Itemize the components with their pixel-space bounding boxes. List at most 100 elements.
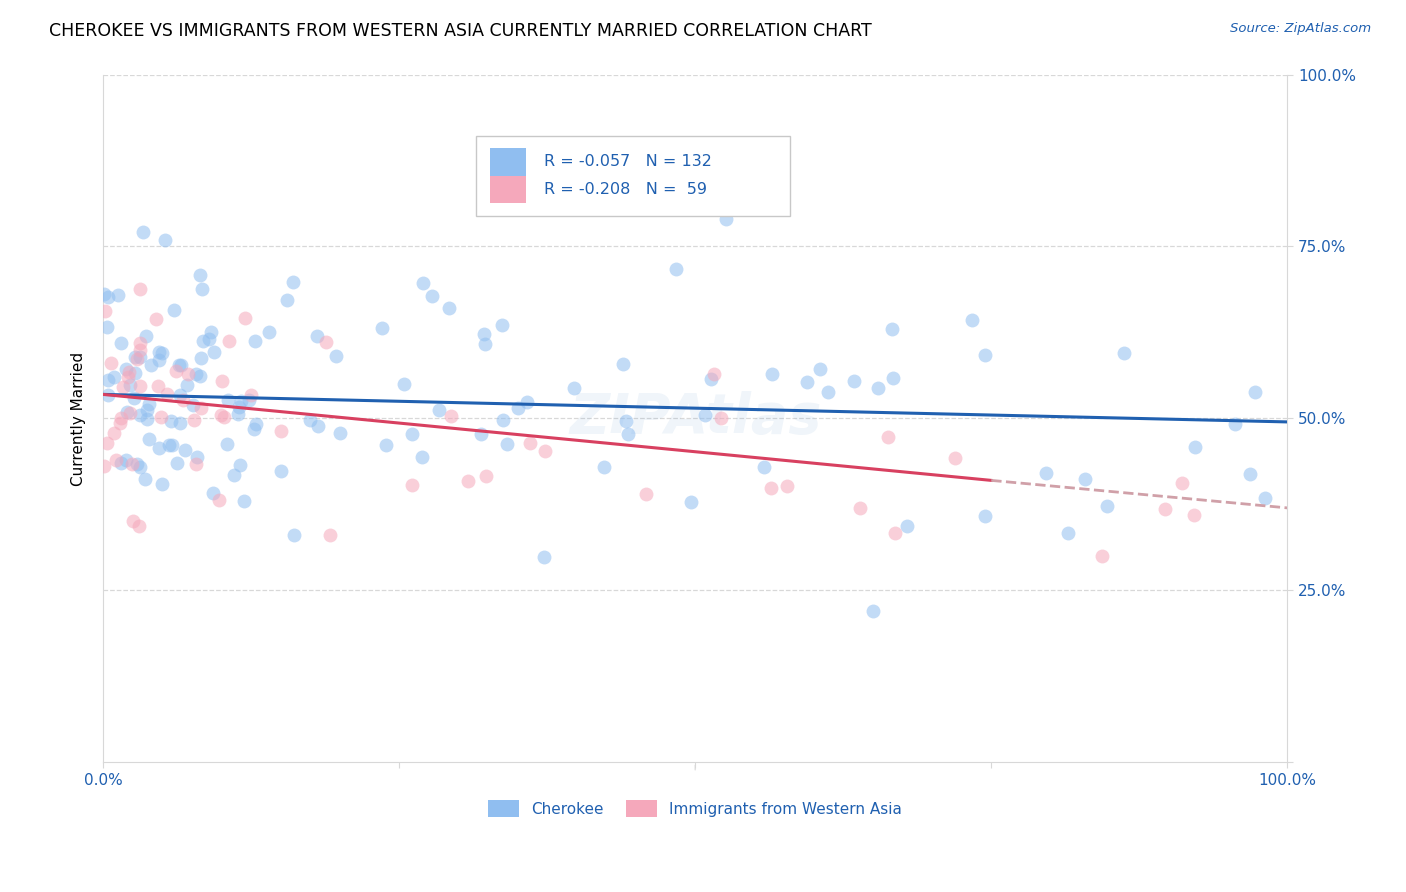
Point [186,457,208,471]
Point [808,361,831,376]
Point [235,311,257,326]
Point [270,464,292,478]
Point [693,408,716,422]
Point [96,436,118,450]
Point [157,438,180,452]
Text: ZIPAtlas: ZIPAtlas [569,392,821,445]
Point [329,425,352,440]
Point [173,443,195,458]
Point [145,312,167,326]
Point [612,357,634,371]
Point [412,276,434,290]
Point [374,438,396,452]
Point [115,362,138,376]
Point [710,411,733,425]
Point [110,336,132,351]
Point [307,328,329,343]
Point [156,387,179,401]
Point [665,262,688,277]
Point [868,381,890,395]
Point [533,549,555,564]
Point [124,366,146,380]
Point [761,367,783,381]
Point [103,425,125,440]
Point [457,474,479,488]
Point [162,438,184,452]
Point [943,450,966,465]
Point [148,441,170,455]
Y-axis label: Currently Married: Currently Married [72,351,86,485]
Point [120,378,142,392]
Point [243,422,266,436]
Point [437,301,460,316]
Point [107,287,129,301]
Point [96,320,118,334]
Point [96,290,118,304]
Point [166,456,188,470]
Point [534,444,557,458]
Point [214,410,236,425]
Point [165,364,187,378]
Point [202,345,225,359]
Point [138,432,160,446]
Point [474,469,496,483]
Point [181,399,204,413]
Point [1112,346,1135,360]
Point [516,395,538,409]
Point [245,417,267,431]
Point [960,313,983,327]
Point [307,418,329,433]
Point [319,528,342,542]
Point [222,468,245,483]
Point [118,365,141,379]
Point [519,435,541,450]
Point [1223,417,1246,431]
Point [150,410,173,425]
Point [93,459,115,474]
Point [817,385,839,400]
Point [896,519,918,533]
Point [93,287,115,301]
Point [128,336,150,351]
Point [132,225,155,239]
Point [170,358,193,372]
Point [877,429,900,443]
Point [94,304,117,318]
Point [231,394,253,409]
Point [128,518,150,533]
Point [148,352,170,367]
Point [150,477,173,491]
Point [110,410,132,425]
Point [211,374,233,388]
Point [190,351,212,365]
Point [440,409,463,424]
Point [1091,549,1114,564]
Point [1182,508,1205,522]
Point [1184,440,1206,454]
Point [593,460,616,475]
Point [474,337,496,351]
Point [1035,466,1057,480]
Point [122,514,145,528]
Point [283,527,305,541]
Point [491,318,513,332]
Point [110,416,132,430]
Point [217,393,239,408]
Point [138,397,160,411]
Point [198,332,221,346]
Point [155,234,177,248]
Point [420,289,443,303]
Point [183,412,205,426]
Point [492,413,515,427]
Point [562,381,585,395]
Point [128,460,150,475]
Point [1171,475,1194,490]
Point [1254,491,1277,505]
Point [135,328,157,343]
Point [679,495,702,509]
Point [427,403,450,417]
Point [200,325,222,339]
Point [276,293,298,307]
Point [129,379,152,393]
Point [169,388,191,402]
